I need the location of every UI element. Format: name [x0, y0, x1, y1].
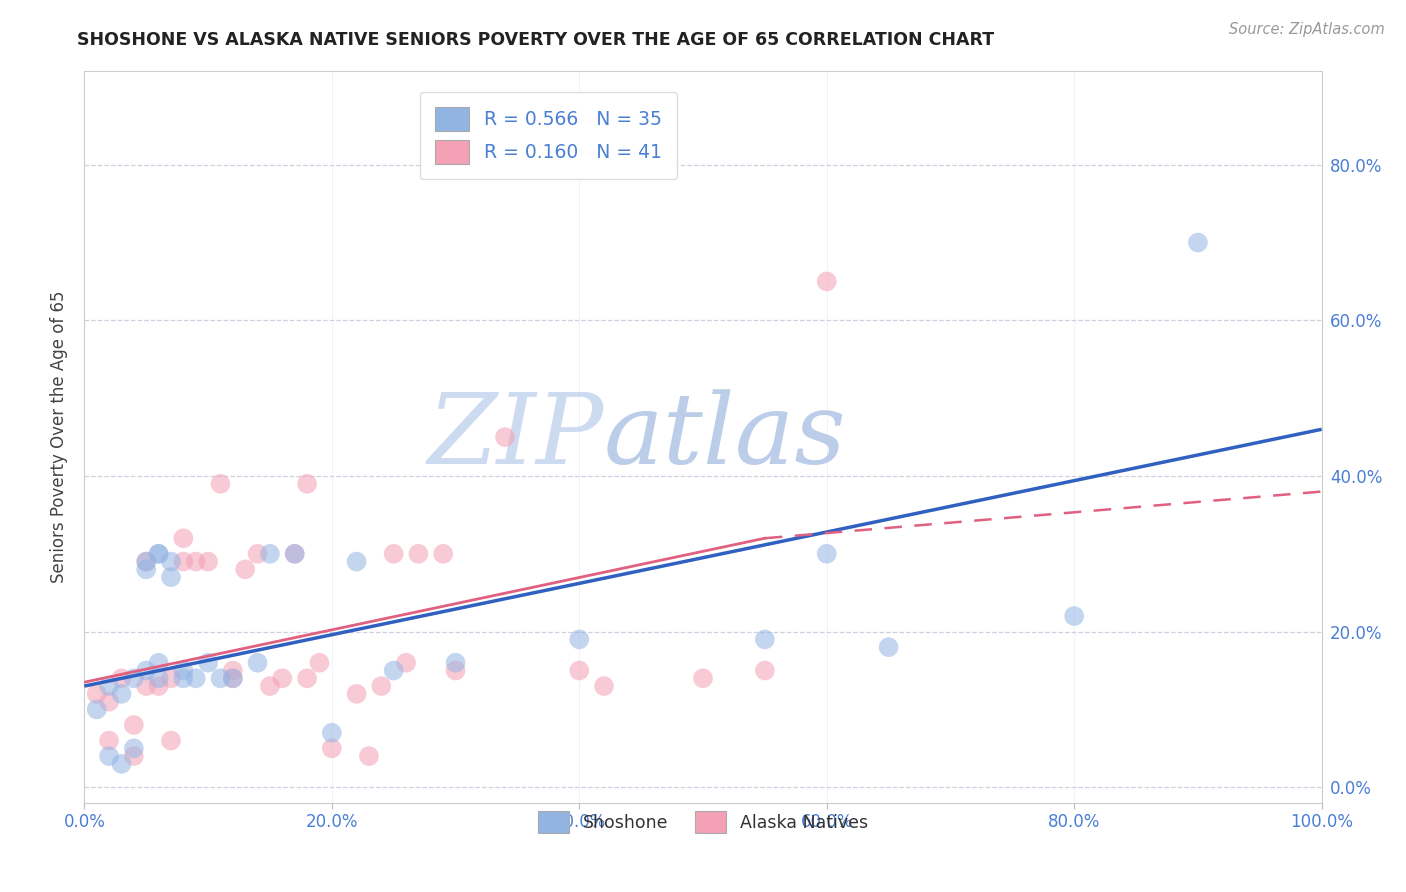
Point: [284, 547, 307, 561]
Point: [395, 656, 418, 670]
Point: [184, 555, 207, 569]
Point: [86, 702, 108, 716]
Point: [148, 671, 170, 685]
Point: [271, 671, 294, 685]
Legend: Shoshone, Alaska Natives: Shoshone, Alaska Natives: [526, 798, 880, 846]
Point: [172, 671, 194, 685]
Point: [122, 749, 145, 764]
Point: [172, 555, 194, 569]
Point: [233, 562, 256, 576]
Point: [494, 430, 516, 444]
Point: [122, 671, 145, 685]
Point: [308, 656, 330, 670]
Point: [98, 733, 121, 747]
Point: [346, 555, 368, 569]
Point: [172, 664, 194, 678]
Point: [197, 555, 219, 569]
Text: ZIP: ZIP: [427, 390, 605, 484]
Point: [246, 547, 269, 561]
Point: [815, 275, 838, 289]
Point: [209, 671, 232, 685]
Point: [593, 679, 616, 693]
Point: [692, 671, 714, 685]
Point: [432, 547, 454, 561]
Point: [754, 664, 776, 678]
Point: [568, 632, 591, 647]
Point: [815, 547, 838, 561]
Point: [222, 671, 245, 685]
Point: [754, 632, 776, 647]
Point: [246, 656, 269, 670]
Point: [346, 687, 368, 701]
Point: [209, 476, 232, 491]
Point: [382, 664, 405, 678]
Point: [98, 749, 121, 764]
Point: [160, 671, 183, 685]
Point: [135, 555, 157, 569]
Point: [295, 671, 318, 685]
Point: [382, 547, 405, 561]
Point: [222, 671, 245, 685]
Point: [357, 749, 380, 764]
Point: [197, 656, 219, 670]
Y-axis label: Seniors Poverty Over the Age of 65: Seniors Poverty Over the Age of 65: [51, 291, 69, 583]
Point: [444, 664, 467, 678]
Point: [321, 741, 343, 756]
Text: atlas: atlas: [605, 390, 846, 484]
Point: [1187, 235, 1209, 250]
Point: [295, 476, 318, 491]
Point: [135, 679, 157, 693]
Point: [321, 725, 343, 739]
Point: [444, 656, 467, 670]
Point: [135, 562, 157, 576]
Point: [98, 679, 121, 693]
Point: [259, 679, 281, 693]
Point: [877, 640, 900, 655]
Point: [110, 756, 132, 771]
Point: [122, 741, 145, 756]
Point: [568, 664, 591, 678]
Text: SHOSHONE VS ALASKA NATIVE SENIORS POVERTY OVER THE AGE OF 65 CORRELATION CHART: SHOSHONE VS ALASKA NATIVE SENIORS POVERT…: [77, 31, 994, 49]
Point: [148, 679, 170, 693]
Point: [160, 570, 183, 584]
Point: [284, 547, 307, 561]
Point: [172, 531, 194, 545]
Point: [135, 664, 157, 678]
Point: [222, 664, 245, 678]
Point: [408, 547, 430, 561]
Point: [370, 679, 392, 693]
Text: Source: ZipAtlas.com: Source: ZipAtlas.com: [1229, 22, 1385, 37]
Point: [86, 687, 108, 701]
Point: [1063, 609, 1085, 624]
Point: [110, 687, 132, 701]
Point: [98, 695, 121, 709]
Point: [135, 555, 157, 569]
Point: [148, 656, 170, 670]
Point: [110, 671, 132, 685]
Point: [160, 555, 183, 569]
Point: [148, 547, 170, 561]
Point: [259, 547, 281, 561]
Point: [148, 547, 170, 561]
Point: [122, 718, 145, 732]
Point: [184, 671, 207, 685]
Point: [160, 733, 183, 747]
